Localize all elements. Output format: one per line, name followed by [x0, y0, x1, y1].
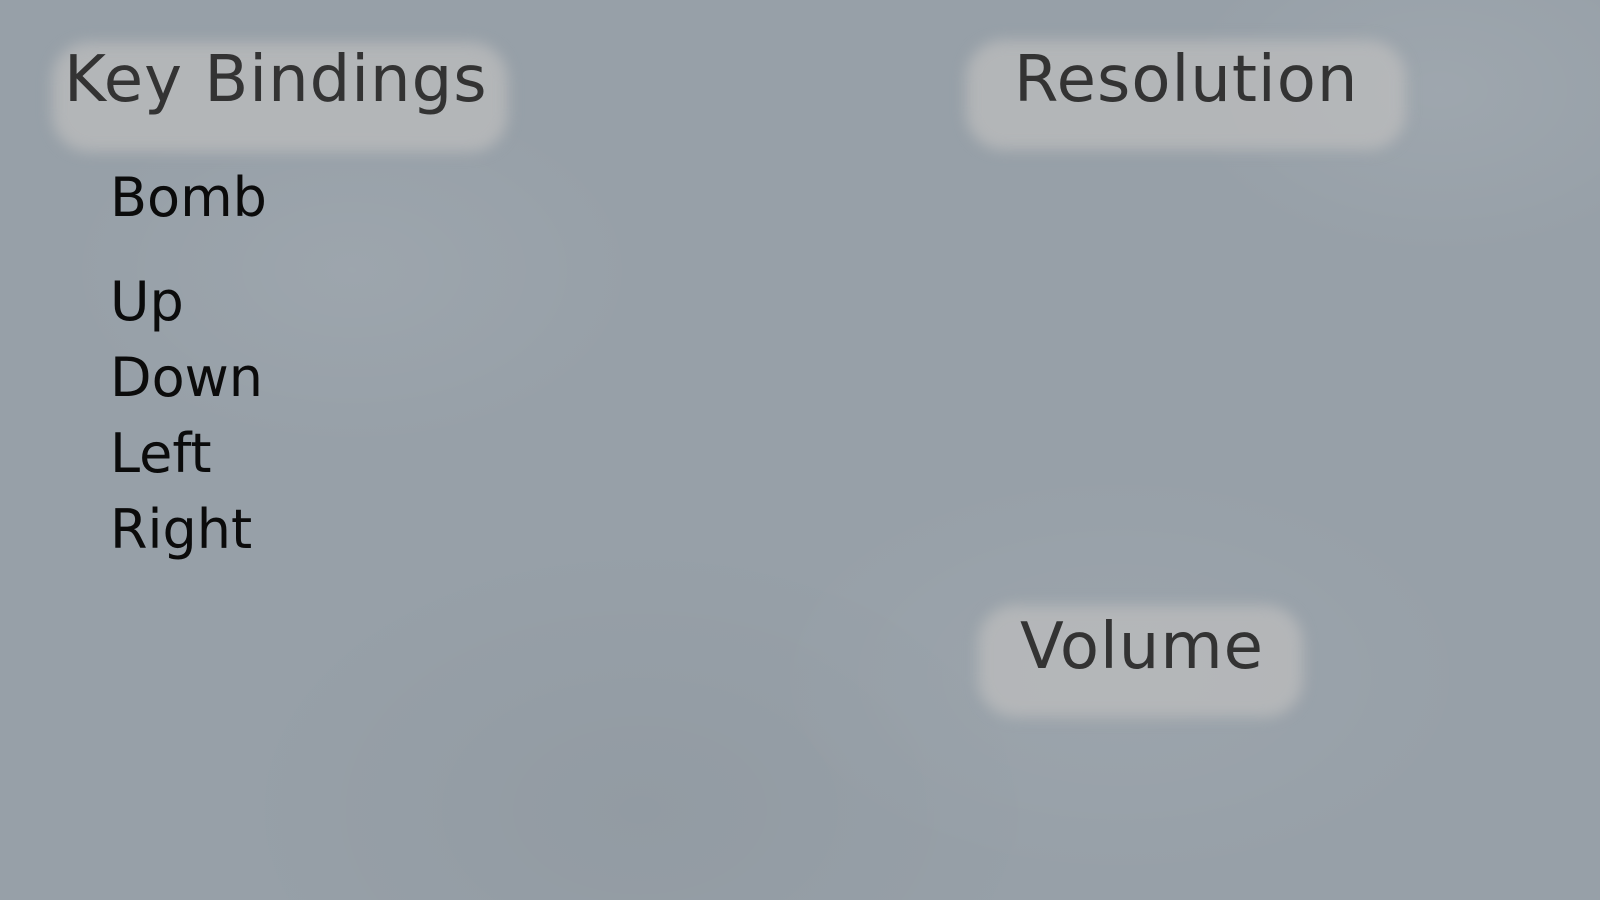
- resolution-title: Resolution: [1014, 43, 1359, 117]
- header-highlight: [52, 42, 508, 152]
- volume-section-header: Volume: [978, 605, 1303, 717]
- binding-item-down[interactable]: Down: [110, 346, 264, 409]
- binding-item-up[interactable]: Up: [110, 270, 184, 333]
- binding-item-left[interactable]: Left: [110, 422, 212, 485]
- header-highlight: [978, 605, 1303, 717]
- binding-item-bomb[interactable]: Bomb: [110, 166, 267, 229]
- volume-title: Volume: [1020, 610, 1265, 684]
- key-bindings-title: Key Bindings: [64, 43, 488, 117]
- key-bindings-list: Bomb Up Down Left Right: [110, 160, 267, 568]
- key-bindings-section-header: Key Bindings: [52, 42, 508, 152]
- header-highlight: [966, 40, 1406, 150]
- resolution-section-header: Resolution: [966, 40, 1406, 150]
- binding-item-right[interactable]: Right: [110, 498, 253, 561]
